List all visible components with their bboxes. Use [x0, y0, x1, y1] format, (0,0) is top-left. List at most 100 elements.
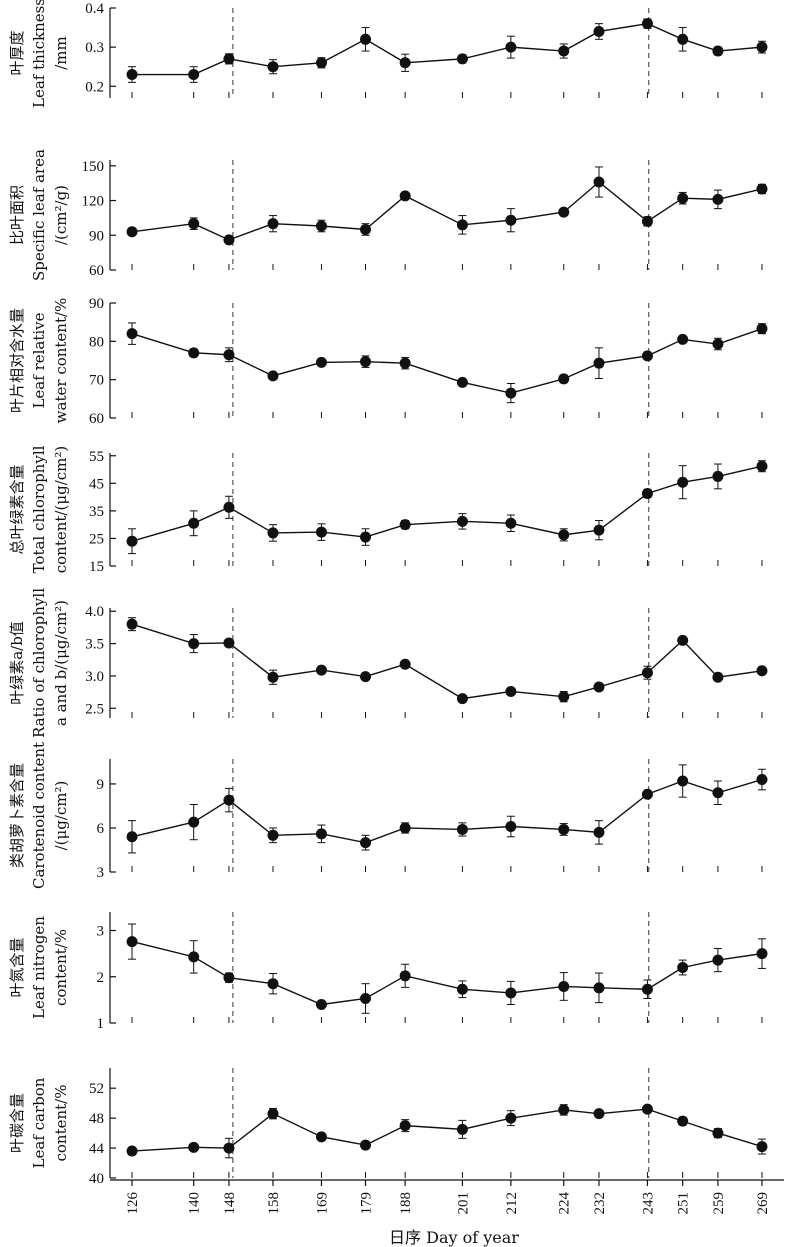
data-point — [677, 634, 689, 646]
data-point — [593, 681, 605, 693]
y-tick-label: 70 — [89, 373, 104, 389]
data-point — [641, 788, 653, 800]
data-point — [558, 1104, 570, 1116]
data-point — [315, 220, 327, 232]
data-point — [641, 983, 653, 995]
shared-x-axis: 126 140 148 158 169 179 188 201 212 224 232 243 251 2… — [110, 1179, 784, 1215]
panel-2: 60 90 120 150 比叶面积 Specific leaf area/(cm²/g) — [8, 149, 768, 281]
data-point — [756, 41, 768, 53]
data-point — [505, 517, 517, 529]
y-tick-label: 48 — [89, 1111, 104, 1127]
y-axis-label-line-1: 类胡萝卜素含量 — [8, 763, 26, 868]
y-axis-label-line-1: 叶绿素a/b值 — [8, 621, 26, 705]
x-tick-label: 148 — [222, 1192, 238, 1215]
data-point — [456, 1123, 468, 1135]
data-point — [593, 357, 605, 369]
data-point — [223, 637, 235, 649]
data-point — [505, 685, 517, 697]
data-point — [360, 837, 372, 849]
data-point — [360, 531, 372, 543]
y-tick-label: 0.3 — [85, 40, 104, 56]
data-point — [267, 370, 279, 382]
data-point — [456, 983, 468, 995]
data-point — [756, 665, 768, 677]
y-axis-label-line-3: content/% — [52, 929, 70, 1006]
data-point — [399, 822, 411, 834]
data-point — [505, 987, 517, 999]
data-point — [223, 501, 235, 513]
y-axis-label-line-2: Specific leaf area — [30, 149, 48, 281]
data-point — [267, 829, 279, 841]
data-point — [223, 349, 235, 361]
y-tick-label: 40 — [89, 1171, 104, 1187]
data-point — [593, 826, 605, 838]
data-point — [593, 25, 605, 37]
data-point — [126, 831, 138, 843]
data-point — [677, 192, 689, 204]
data-point — [360, 33, 372, 45]
panel-5: 2.5 3.0 3.5 4.0 叶绿素a/b值 Ratio of chlorophyll a… — [8, 588, 768, 738]
panel-6: 3 6 9 类胡萝卜素含量 Carotenoid content/(μg/cm²) — [8, 742, 768, 889]
data-point — [677, 476, 689, 488]
data-point — [360, 671, 372, 683]
data-point — [360, 1139, 372, 1151]
data-point — [593, 1108, 605, 1120]
y-axis-label-line-3: /mm — [52, 36, 70, 70]
y-axis-label-line-3: /(μg/cm²) — [52, 781, 70, 851]
y-tick-label: 55 — [89, 449, 104, 465]
y-axis-label-line-2: Carotenoid content — [30, 742, 48, 889]
data-point — [456, 219, 468, 231]
data-point — [126, 535, 138, 547]
data-point — [267, 527, 279, 539]
data-point — [505, 821, 517, 833]
data-point — [756, 460, 768, 472]
y-tick-label: 3.0 — [85, 669, 104, 685]
data-point — [641, 18, 653, 30]
panel-7: 1 2 3 叶氮含量 Leaf nitrogen content/% — [8, 912, 768, 1032]
data-point — [315, 664, 327, 676]
data-point — [188, 69, 200, 81]
data-point — [756, 774, 768, 786]
y-tick-label: 3 — [97, 865, 105, 881]
data-point — [456, 515, 468, 527]
data-point — [126, 69, 138, 81]
x-tick-label: 251 — [676, 1192, 692, 1215]
y-axis-label-line-1: 总叶绿素含量 — [8, 464, 26, 554]
y-axis-label-line-1: 叶碳含量 — [8, 1093, 26, 1153]
data-point — [593, 524, 605, 536]
data-point — [641, 350, 653, 362]
data-point — [267, 61, 279, 73]
data-point — [188, 517, 200, 529]
x-tick-label: 212 — [504, 1192, 520, 1215]
x-tick-label: 259 — [711, 1192, 727, 1215]
y-tick-label: 0.4 — [85, 1, 104, 17]
data-point — [315, 1131, 327, 1143]
x-tick-label: 269 — [755, 1192, 771, 1215]
y-tick-label: 0.2 — [85, 79, 104, 95]
data-point — [399, 357, 411, 369]
data-point — [315, 57, 327, 69]
y-tick-label: 150 — [82, 159, 105, 175]
y-tick-label: 120 — [82, 194, 105, 210]
y-tick-label: 3.5 — [85, 637, 104, 653]
data-point — [399, 658, 411, 670]
data-point — [756, 1141, 768, 1153]
data-point — [558, 45, 570, 57]
data-point — [188, 218, 200, 230]
data-point — [712, 671, 724, 683]
series-line — [132, 22, 763, 76]
panel-4: 15 25 35 45 55 总叶绿素含量 Total chlorophyll content… — [8, 445, 768, 575]
data-point — [558, 823, 570, 835]
x-tick-label: 126 — [125, 1192, 141, 1215]
y-axis-label-line-2: Leaf thickness — [30, 0, 48, 108]
y-tick-label: 3 — [97, 924, 105, 940]
data-point — [505, 387, 517, 399]
data-point — [456, 376, 468, 388]
data-point — [126, 328, 138, 340]
x-tick-label: 140 — [187, 1192, 203, 1215]
data-point — [558, 980, 570, 992]
data-point — [188, 1141, 200, 1153]
data-point — [641, 1103, 653, 1115]
panel-8: 40 44 48 52 叶碳含量 Leaf carbon content/% — [8, 1068, 768, 1187]
data-point — [399, 519, 411, 531]
